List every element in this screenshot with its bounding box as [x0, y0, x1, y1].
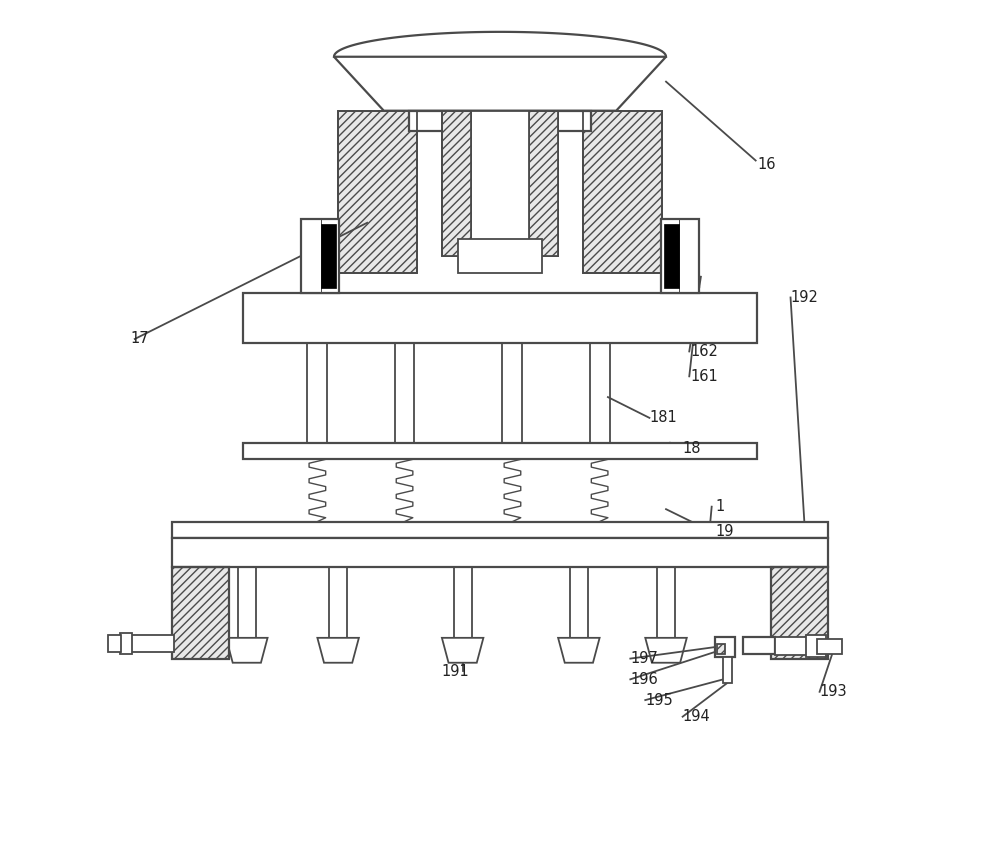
Text: 17: 17 [131, 332, 149, 347]
Bar [301, 219, 321, 294]
Bar [338, 111, 417, 273]
Bar [301, 219, 321, 294]
Bar [172, 522, 828, 538]
Bar [120, 633, 132, 654]
Bar [664, 225, 679, 288]
Bar [338, 111, 417, 273]
Bar [172, 567, 229, 658]
Bar [583, 111, 662, 273]
Bar [570, 567, 588, 638]
Bar [661, 219, 699, 294]
Polygon shape [442, 638, 483, 663]
Bar [442, 111, 471, 256]
Bar [243, 294, 757, 344]
Text: 191: 191 [442, 663, 470, 679]
Bar [108, 636, 121, 652]
Text: 194: 194 [683, 709, 710, 724]
Text: 18: 18 [683, 441, 701, 456]
Bar [743, 637, 775, 653]
Polygon shape [645, 638, 687, 663]
Bar [529, 111, 558, 256]
Bar [679, 219, 699, 294]
Bar [301, 219, 339, 294]
Bar [395, 344, 414, 443]
Bar [715, 637, 735, 657]
Bar [454, 567, 472, 638]
Bar [771, 567, 828, 658]
Text: 196: 196 [630, 672, 658, 687]
Text: 19: 19 [716, 524, 734, 539]
Text: 161: 161 [691, 369, 719, 384]
Bar [329, 567, 347, 638]
Text: 197: 197 [630, 651, 658, 666]
Polygon shape [334, 57, 666, 111]
Text: 16: 16 [757, 157, 776, 172]
Bar [679, 219, 699, 294]
Bar [321, 225, 336, 288]
Text: 193: 193 [820, 684, 847, 700]
Text: 192: 192 [791, 290, 818, 305]
Text: 181: 181 [649, 410, 677, 425]
Bar [442, 111, 558, 256]
Polygon shape [317, 638, 359, 663]
Bar [590, 344, 610, 443]
Bar [583, 111, 662, 273]
Bar [817, 639, 842, 653]
Bar [442, 111, 471, 256]
Bar [458, 240, 542, 273]
Polygon shape [226, 638, 268, 663]
Bar [717, 645, 725, 654]
Bar [529, 111, 558, 256]
Bar [307, 344, 327, 443]
Polygon shape [558, 638, 600, 663]
Bar [657, 567, 675, 638]
Bar [172, 567, 229, 658]
Text: 1: 1 [716, 499, 725, 514]
Bar [806, 636, 826, 657]
Bar [243, 443, 757, 459]
Bar [409, 111, 591, 132]
Bar [775, 637, 808, 655]
Bar [238, 567, 256, 638]
Bar [131, 636, 174, 652]
Bar [771, 567, 828, 658]
Text: 162: 162 [691, 344, 719, 359]
Bar [502, 344, 522, 443]
Bar [172, 538, 828, 567]
Text: 195: 195 [645, 693, 673, 707]
Bar [723, 657, 732, 684]
